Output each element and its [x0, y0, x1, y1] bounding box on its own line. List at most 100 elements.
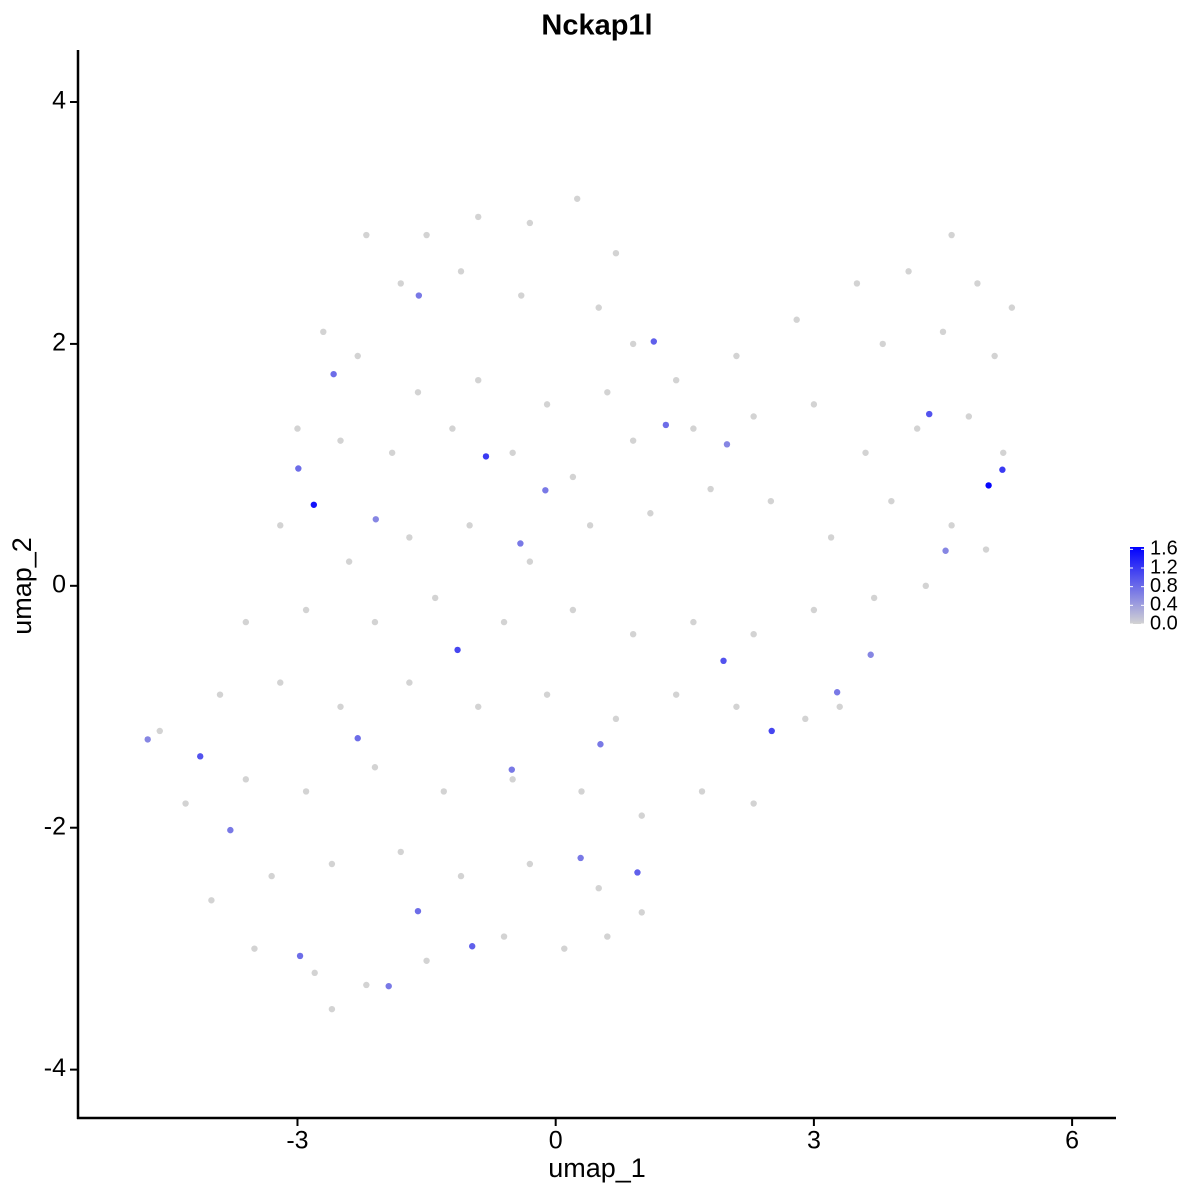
point	[578, 788, 585, 795]
point	[612, 249, 620, 257]
colorbar-tick-label: 0.4	[1150, 594, 1178, 616]
point	[810, 401, 818, 408]
y-tick-label: -2	[44, 812, 66, 840]
y-tick-label: 0	[52, 570, 66, 598]
point	[415, 292, 423, 299]
point	[672, 376, 680, 384]
point	[948, 522, 955, 529]
point	[500, 618, 508, 626]
point	[475, 703, 482, 710]
x-tick-label: 6	[1065, 1127, 1079, 1155]
point	[577, 854, 584, 862]
point	[440, 788, 447, 795]
point	[913, 425, 921, 432]
point	[991, 352, 998, 360]
point	[509, 449, 516, 456]
point	[690, 425, 697, 432]
point	[1000, 449, 1007, 456]
point	[468, 943, 476, 950]
point	[197, 753, 204, 760]
point	[939, 328, 947, 336]
point	[698, 788, 706, 795]
point	[397, 280, 404, 287]
y-tick-label: 2	[52, 329, 66, 357]
point	[371, 618, 379, 626]
point	[542, 487, 549, 494]
point	[793, 316, 800, 323]
point	[330, 370, 337, 378]
point	[320, 328, 327, 336]
point	[500, 933, 508, 940]
point	[328, 860, 336, 868]
y-tick-label: 4	[52, 87, 66, 115]
point	[268, 872, 275, 880]
point	[208, 897, 215, 904]
point	[604, 389, 611, 396]
point	[802, 715, 809, 723]
point	[638, 909, 645, 916]
point	[337, 703, 344, 710]
point	[156, 727, 163, 735]
point	[965, 413, 973, 420]
point	[733, 703, 740, 710]
point	[604, 933, 611, 940]
point	[595, 884, 602, 892]
point	[662, 421, 670, 429]
point	[647, 510, 654, 517]
point	[867, 651, 874, 658]
point	[354, 352, 361, 360]
point	[597, 741, 604, 748]
point	[561, 945, 568, 952]
point	[296, 952, 304, 960]
point	[423, 957, 430, 964]
point	[862, 449, 869, 456]
point	[985, 482, 992, 489]
point	[612, 715, 620, 723]
point	[457, 268, 465, 275]
point	[750, 630, 757, 638]
point	[836, 703, 843, 710]
point	[475, 213, 482, 221]
point	[810, 606, 818, 614]
point	[363, 231, 370, 239]
point	[227, 826, 234, 834]
point	[974, 280, 981, 287]
point	[879, 340, 886, 348]
point	[406, 534, 413, 541]
colorbar-tick-label: 0.8	[1150, 575, 1178, 597]
point	[397, 848, 404, 856]
point	[311, 969, 318, 977]
point	[569, 473, 577, 481]
point	[517, 540, 524, 547]
y-tick-label: -4	[44, 1054, 66, 1082]
point	[337, 437, 344, 444]
point	[449, 425, 456, 432]
point	[999, 466, 1006, 473]
point	[638, 812, 645, 819]
point	[242, 618, 250, 626]
point	[707, 485, 714, 493]
point	[518, 292, 525, 299]
colorbar-tick-label: 0.0	[1150, 612, 1178, 634]
point	[926, 410, 933, 418]
point	[423, 231, 430, 239]
point	[750, 413, 757, 420]
point	[454, 646, 461, 654]
point	[629, 630, 637, 638]
point	[431, 594, 439, 602]
point	[982, 546, 990, 553]
point	[363, 981, 370, 989]
point	[414, 907, 422, 915]
point	[870, 594, 878, 602]
point	[509, 776, 516, 783]
point	[853, 280, 861, 287]
y-axis-label: umap_2	[7, 537, 37, 635]
point	[414, 389, 422, 396]
point	[457, 872, 465, 880]
point	[948, 231, 955, 239]
point	[385, 982, 392, 990]
point	[723, 441, 731, 448]
point	[182, 800, 189, 807]
colorbar-tick-label: 1.2	[1150, 556, 1178, 578]
point	[371, 764, 379, 771]
